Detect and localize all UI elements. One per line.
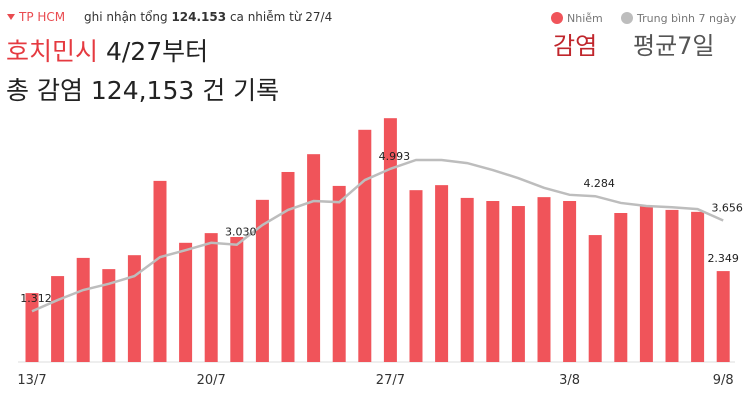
overlay-since: 4/27부터	[106, 37, 208, 66]
header-text: ghi nhận tổng 124.153 ca nhiễm từ 27/4	[84, 10, 332, 24]
bar	[179, 242, 193, 362]
x-tick-label: 9/8	[713, 373, 734, 388]
bar	[639, 206, 653, 362]
legend-swatch	[551, 12, 563, 24]
bar	[588, 235, 602, 362]
header-icon	[7, 14, 15, 20]
overlay-total: 총 감염 124,153 건 기록	[6, 76, 279, 105]
bar	[691, 211, 705, 362]
bar	[460, 197, 474, 362]
bar	[383, 118, 397, 362]
bar	[563, 201, 577, 362]
bar	[255, 199, 269, 362]
bar	[435, 185, 449, 362]
bar	[76, 257, 90, 362]
average-line	[31, 158, 724, 313]
legend-label: Trung bình 7 ngày	[636, 12, 737, 25]
x-tick-label: 20/7	[197, 373, 226, 388]
bar	[102, 269, 116, 362]
value-label: 4.993	[379, 150, 411, 163]
bar	[511, 206, 525, 362]
value-label: 3.656	[711, 202, 743, 215]
x-tick-label: 3/8	[559, 373, 580, 388]
x-tick-label: 27/7	[376, 373, 405, 388]
overlay-infected: 감염	[553, 32, 597, 60]
bar	[332, 185, 346, 362]
value-label: 3.030	[225, 226, 257, 239]
overlay-title: 호치민시 4/27부터	[6, 37, 208, 66]
bar	[665, 209, 679, 362]
bar	[281, 171, 295, 362]
overlay-average: 평균7일	[633, 32, 715, 60]
value-label: 2.349	[707, 252, 739, 265]
header-total: 124.153	[171, 10, 226, 24]
x-tick-label: 13/7	[17, 373, 46, 388]
value-label: 1.312	[20, 292, 52, 305]
header-text-before: ghi nhận tổng	[84, 10, 168, 24]
bar	[614, 213, 628, 362]
bar	[307, 154, 321, 362]
bar	[409, 190, 423, 362]
header-place: TP HCM	[18, 10, 65, 24]
bar	[204, 233, 218, 362]
bar	[51, 276, 65, 362]
bar	[153, 180, 167, 362]
bar	[537, 197, 551, 362]
bar	[486, 201, 500, 362]
legend-swatch	[621, 12, 633, 24]
value-label: 4.284	[583, 177, 615, 190]
bar	[127, 255, 141, 362]
overlay-city: 호치민시	[6, 37, 98, 66]
bar	[716, 271, 730, 362]
header-text-after: ca nhiễm từ 27/4	[230, 10, 332, 24]
legend-label: Nhiễm	[567, 12, 603, 25]
bar	[358, 129, 372, 362]
bar	[230, 236, 244, 362]
